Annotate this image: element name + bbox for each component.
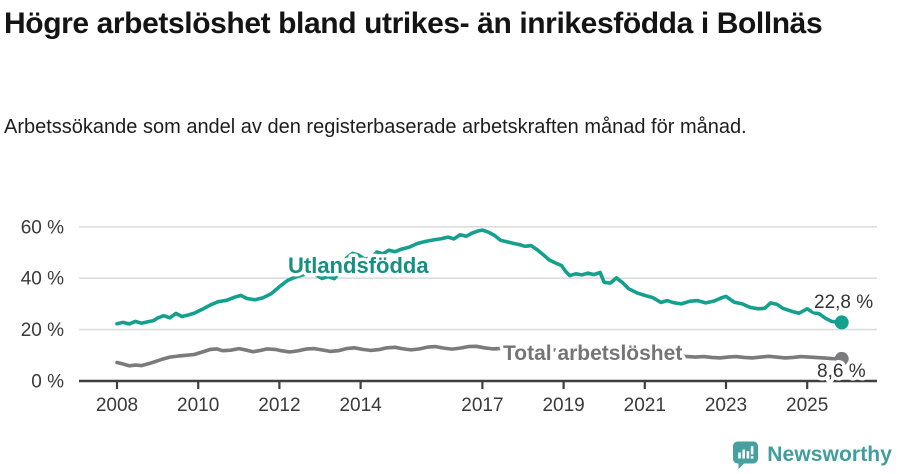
x-tick-label-2019: 2019 [542,395,584,416]
series-label-total: Total arbetslöshet [503,342,682,365]
x-tick-label-2017: 2017 [461,395,503,416]
series-line-utlandsfodda [115,228,844,326]
chart-title: Högre arbetslöshet bland utrikes- än inr… [4,7,823,40]
newsworthy-brand-text: Newsworthy [767,443,892,466]
end-value-label-total: 8,6 % [817,361,866,382]
y-tick-label-0: 0 % [31,372,64,393]
x-tick-label-2025: 2025 [786,395,828,416]
newsworthy-logo-icon [733,441,759,469]
end-value-label-utlandsfodda: 22,8 % [814,292,873,313]
end-dot-utlandsfodda [834,315,849,330]
y-tick-label-60: 60 % [21,217,64,238]
series-line-total [115,344,844,368]
x-tick-label-2023: 2023 [705,395,747,416]
x-tick-label-2021: 2021 [624,395,666,416]
unemployment-line-chart: 0 % 20 % 40 % 60 % 2008 2010 2012 2014 2017 2019 2… [21,217,877,416]
y-tick-label-40: 40 % [21,269,64,290]
chart-subtitle: Arbetssökande som andel av den registerb… [4,116,747,138]
x-tick-label-2010: 2010 [177,395,219,416]
y-tick-label-20: 20 % [21,320,64,341]
end-dot-total [834,351,849,366]
x-tick-label-2012: 2012 [258,395,300,416]
x-tick-label-2008: 2008 [96,395,138,416]
newsworthy-branding: Newsworthy [732,440,892,470]
series-label-utlandsfodda: Utlandsfödda [288,253,429,278]
x-tick-label-2014: 2014 [339,395,382,416]
